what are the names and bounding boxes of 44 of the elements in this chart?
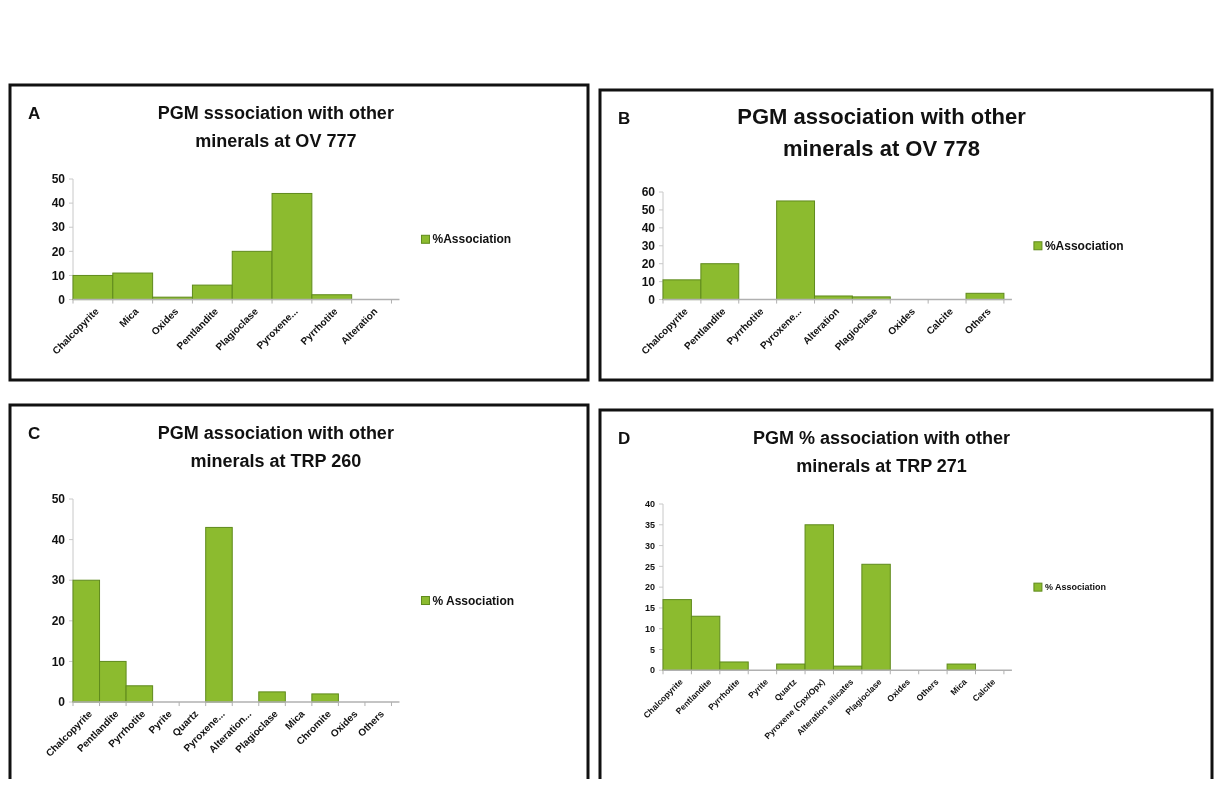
y-tick-label: 50 (641, 203, 656, 218)
y-tick-label: 40 (51, 532, 66, 547)
y-tick-label: 30 (644, 540, 655, 551)
y-tick-label: 0 (649, 665, 655, 676)
y-tick-label: 25 (644, 561, 655, 572)
chart-title: PGM association with other minerals at TRP 260 (157, 423, 394, 471)
y-tick-label: 15 (644, 603, 655, 614)
y-tick-label: 20 (644, 582, 655, 593)
y-tick-label: 60 (641, 185, 656, 200)
y-tick-label: 40 (51, 196, 66, 211)
legend-label: % Association (1044, 582, 1107, 593)
legend-label: % Association (432, 593, 515, 608)
bar (946, 663, 977, 671)
text: A (28, 104, 41, 123)
bar (205, 526, 233, 703)
chart-title: PGM % association with other minerals at TRP 271 (753, 428, 1011, 476)
legend-label: %Association (1044, 238, 1124, 253)
chart-title: PGM association with other minerals at OV 778 (737, 104, 1027, 161)
y-tick-label: 30 (51, 220, 66, 235)
bar (311, 693, 339, 703)
legend-label: %Association (432, 232, 512, 247)
y-tick-label: 40 (644, 499, 655, 510)
bar (258, 691, 286, 703)
text: C (28, 424, 41, 443)
y-tick-label: 10 (641, 274, 656, 289)
y-tick-label: 20 (51, 614, 66, 629)
y-tick-label: 10 (51, 268, 66, 283)
y-tick-label: 35 (644, 519, 655, 530)
y-tick-label: 10 (51, 654, 66, 669)
chart-title: PGM sssociation with other minerals at OV 777 (157, 103, 394, 151)
y-tick-label: 0 (648, 292, 656, 307)
text: B (618, 109, 631, 128)
y-tick-label: 30 (641, 238, 656, 253)
y-tick-label: 0 (58, 695, 66, 710)
y-tick-label: 30 (51, 573, 66, 588)
y-tick-label: 10 (644, 623, 655, 634)
y-tick-label: 20 (51, 244, 66, 259)
y-tick-label: 5 (649, 644, 655, 655)
text: D (618, 429, 631, 448)
y-tick-label: 0 (58, 292, 66, 307)
y-tick-label: 50 (51, 492, 66, 507)
y-tick-label: 20 (641, 256, 656, 271)
y-tick-label: 50 (51, 172, 66, 187)
y-tick-label: 40 (641, 221, 656, 236)
